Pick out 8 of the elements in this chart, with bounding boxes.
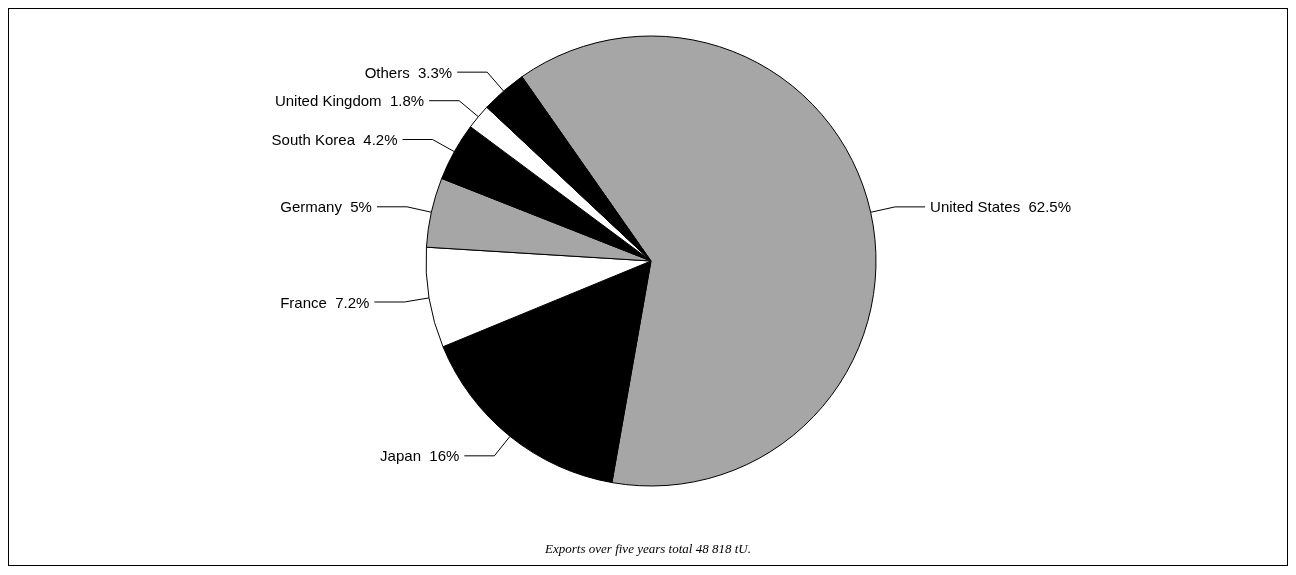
slice-label: France 7.2%	[280, 293, 370, 311]
slice-label: Others 3.3%	[364, 63, 453, 81]
text: Exports over five years total 48 818 tU.	[544, 541, 751, 556]
slice-label: United Kingdom 1.8%	[274, 92, 425, 110]
slice-label: United States 62.5%	[930, 198, 1071, 216]
slice-label: South Korea 4.2%	[271, 130, 398, 148]
slice-label: Japan 16%	[380, 447, 460, 465]
slice-label: Germany 5%	[280, 198, 372, 216]
